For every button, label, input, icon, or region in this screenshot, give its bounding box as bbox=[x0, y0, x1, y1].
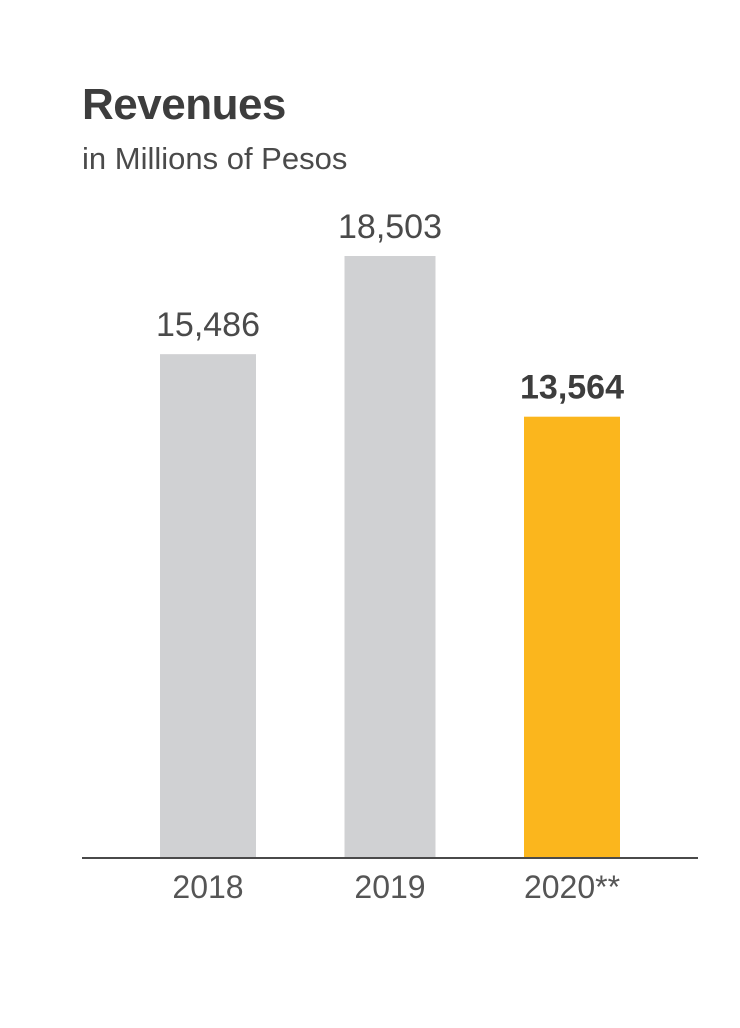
chart-subtitle: in Millions of Pesos bbox=[82, 141, 348, 176]
chart-title: Revenues bbox=[82, 80, 286, 129]
bars-group bbox=[160, 256, 620, 858]
value-label: 15,486 bbox=[156, 306, 260, 344]
category-label: 2020** bbox=[524, 869, 620, 905]
bar-2019 bbox=[344, 256, 436, 858]
value-labels-group: 15,486 18,503 13,564 bbox=[156, 208, 624, 407]
value-label: 13,564 bbox=[520, 369, 624, 407]
value-label: 18,503 bbox=[338, 208, 442, 246]
category-label: 2018 bbox=[172, 869, 243, 905]
bar-2020 bbox=[524, 416, 620, 858]
bar-2018 bbox=[160, 354, 256, 858]
category-label: 2019 bbox=[354, 869, 425, 905]
category-labels-group: 2018 2019 2020** bbox=[172, 869, 620, 905]
